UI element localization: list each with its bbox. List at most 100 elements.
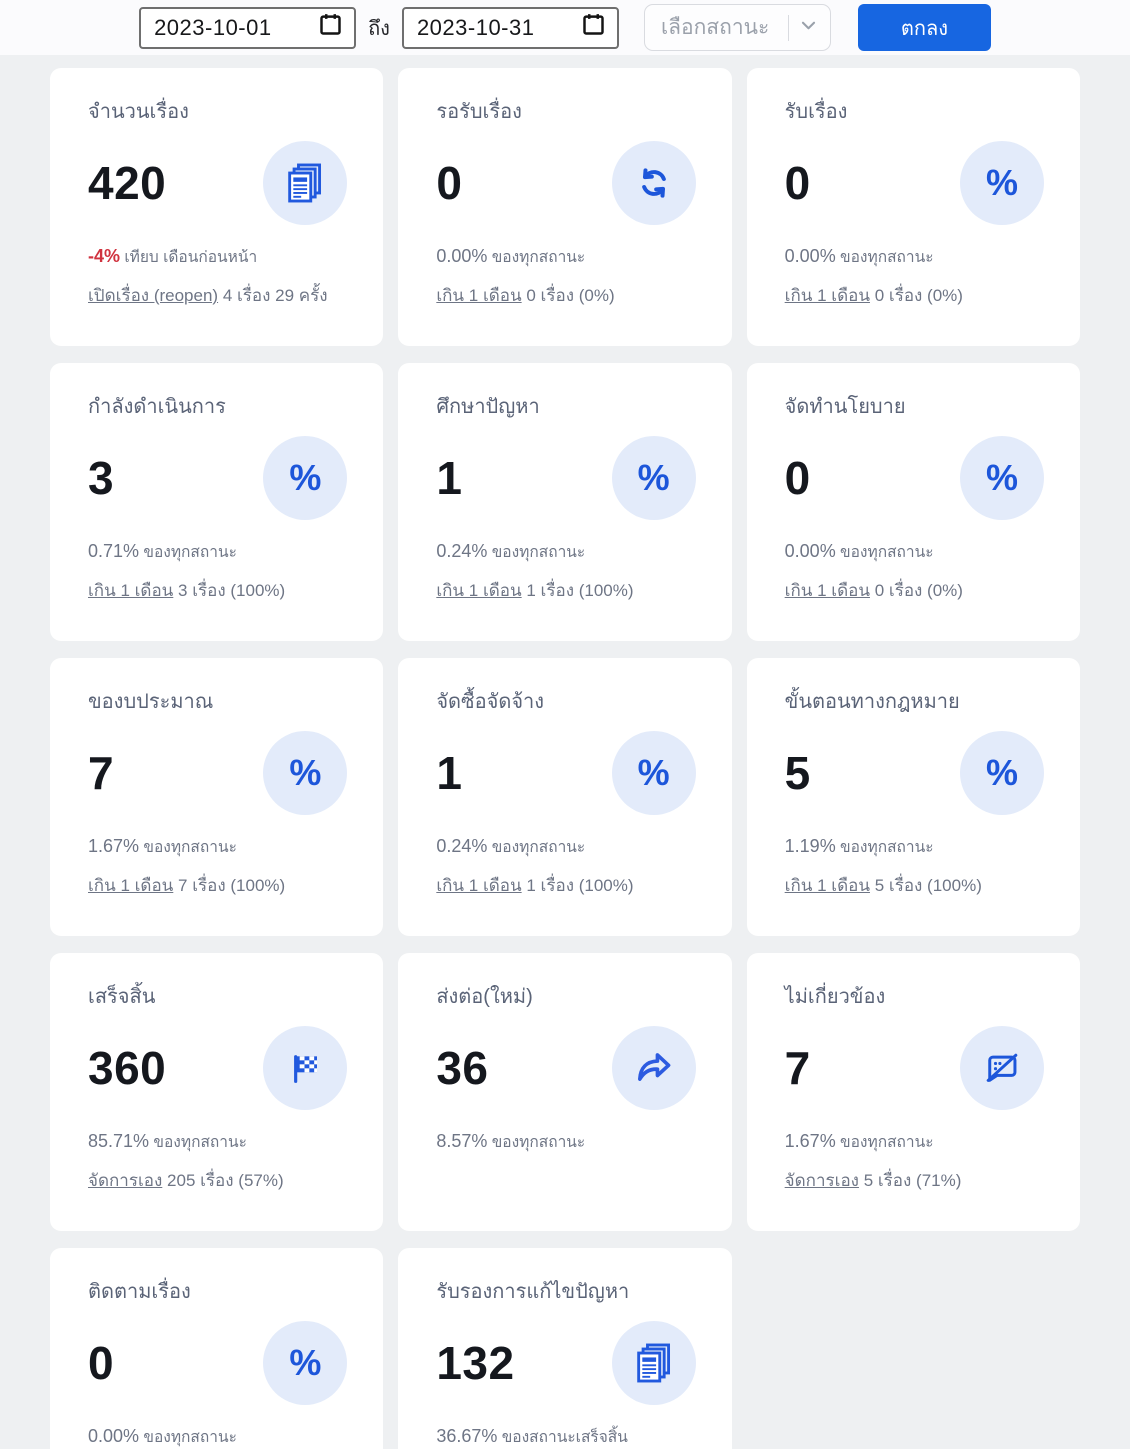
- percent-icon: %: [289, 457, 322, 498]
- card-stat-line: 8.57% ของทุกสถานะ: [436, 1129, 695, 1154]
- stat-card: ศึกษาปัญหา 1 % 0.24% ของทุกสถานะ เกิน 1 …: [398, 363, 732, 641]
- card-main-row: 5 %: [785, 727, 1044, 819]
- card-stat-line: 0.00% ของทุกสถานะ: [436, 244, 695, 269]
- card-title: กำลังดำเนินการ: [88, 396, 226, 418]
- card-link[interactable]: เกิน 1 เดือน: [436, 286, 522, 305]
- flag-icon: [285, 1048, 325, 1088]
- card-main-row: 0 %: [88, 1317, 348, 1409]
- card-title: ส่งต่อ(ใหม่): [436, 986, 533, 1008]
- select-divider: [787, 14, 789, 41]
- card-title: รอรับเรื่อง: [436, 101, 522, 123]
- card-main-row: 7 %: [88, 727, 348, 819]
- card-stat-text: ของทุกสถานะ: [143, 839, 237, 856]
- card-link[interactable]: เกิน 1 เดือน: [88, 876, 174, 895]
- card-link-rest: 5 เรื่อง (100%): [874, 876, 982, 895]
- card-value: 0: [88, 1337, 115, 1389]
- stat-card: จัดซื้อจัดจ้าง 1 % 0.24% ของทุกสถานะ เกิ…: [398, 658, 732, 936]
- card-value: 3: [88, 452, 115, 504]
- card-icon-circle: %: [611, 436, 696, 520]
- card-stat-value: 0.71%: [88, 541, 140, 561]
- card-link[interactable]: จัดการเอง: [88, 1171, 163, 1190]
- card-link-line: เกิน 1 เดือน 7 เรื่อง (100%): [88, 872, 347, 899]
- card-value: 420: [88, 157, 167, 209]
- card-stat-line: 1.67% ของทุกสถานะ: [88, 834, 347, 859]
- card-stat-text: ของทุกสถานะ: [143, 544, 237, 561]
- documents-icon: [282, 160, 328, 206]
- card-stat-line: 0.00% ของทุกสถานะ: [785, 539, 1044, 564]
- submit-button[interactable]: ตกลง: [857, 4, 991, 51]
- card-icon-circle: [263, 1026, 348, 1110]
- card-value: 0: [436, 157, 463, 209]
- date-to-input[interactable]: 2023-10-31: [401, 6, 619, 49]
- stat-card: ขั้นตอนทางกฎหมาย 5 % 1.19% ของทุกสถานะ เ…: [746, 658, 1080, 936]
- card-stat-text: ของทุกสถานะ: [840, 249, 934, 266]
- card-main-row: 36: [436, 1022, 696, 1114]
- card-link-rest: 7 เรื่อง (100%): [178, 876, 286, 895]
- card-icon-circle: [263, 141, 348, 225]
- card-stat-text: เทียบ เดือนก่อนหน้า: [124, 249, 258, 266]
- stat-card: เสร็จสิ้น 360 85.71% ของทุกสถานะ จัดการเ…: [50, 953, 384, 1231]
- percent-icon: %: [289, 1342, 322, 1383]
- card-link[interactable]: เกิน 1 เดือน: [784, 286, 870, 305]
- status-select[interactable]: เลือกสถานะ: [643, 4, 831, 51]
- calendar-icon: [317, 11, 344, 44]
- card-stat-value: 0.24%: [436, 836, 488, 856]
- stat-card: รับเรื่อง 0 % 0.00% ของทุกสถานะ เกิน 1 เ…: [746, 68, 1080, 346]
- cards-grid: จำนวนเรื่อง 420 -4% เทียบ เดือนก่อนหน้า …: [0, 55, 1130, 1449]
- date-to-value: 2023-10-31: [416, 14, 535, 40]
- card-link[interactable]: จัดการเอง: [784, 1171, 859, 1190]
- card-stat-value: 8.57%: [436, 1131, 488, 1151]
- card-main-row: 420: [88, 137, 348, 229]
- card-stat-text: ของทุกสถานะ: [491, 249, 586, 266]
- card-stat-line: 0.00% ของทุกสถานะ: [88, 1424, 347, 1449]
- card-icon-circle: %: [263, 436, 348, 520]
- card-stat-value: 1.19%: [784, 836, 836, 856]
- card-stat-text: ของทุกสถานะ: [143, 1429, 237, 1446]
- card-main-row: 1 %: [436, 727, 696, 819]
- card-title: ไม่เกี่ยวข้อง: [784, 986, 886, 1008]
- card-value: 7: [88, 747, 115, 799]
- card-icon-circle: [960, 1026, 1044, 1110]
- card-value: 1: [436, 452, 463, 504]
- stat-card: ของบประมาณ 7 % 1.67% ของทุกสถานะ เกิน 1 …: [50, 658, 384, 936]
- card-icon-circle: %: [263, 731, 348, 815]
- stat-card: รอรับเรื่อง 0 0.00% ของทุกสถานะ เกิน 1 เ…: [398, 68, 732, 346]
- percent-icon: %: [637, 457, 670, 498]
- chat-slash-icon: [981, 1047, 1023, 1089]
- card-stat-text: ของทุกสถานะ: [491, 544, 586, 561]
- card-title: จำนวนเรื่อง: [88, 101, 189, 123]
- card-link-rest: 0 เรื่อง (0%): [874, 286, 963, 305]
- date-range-to-label: ถึง: [368, 17, 390, 40]
- card-value: 1: [436, 747, 463, 799]
- card-link-line: เกิน 1 เดือน 0 เรื่อง (0%): [785, 282, 1044, 309]
- card-link[interactable]: เกิน 1 เดือน: [784, 581, 870, 600]
- card-main-row: 360: [88, 1022, 348, 1114]
- card-link[interactable]: เกิน 1 เดือน: [436, 581, 522, 600]
- card-stat-value: 0.00%: [784, 541, 836, 561]
- card-main-row: 0: [436, 137, 696, 229]
- stat-card: ติดตามเรื่อง 0 % 0.00% ของทุกสถานะ: [50, 1248, 384, 1449]
- card-title: จัดซื้อจัดจ้าง: [436, 691, 545, 713]
- card-stat-value: 36.67%: [436, 1426, 498, 1446]
- card-stat-line: 0.00% ของทุกสถานะ: [785, 244, 1044, 269]
- card-stat-text: ของทุกสถานะ: [840, 839, 934, 856]
- card-link[interactable]: เกิน 1 เดือน: [88, 581, 174, 600]
- card-link-line: เกิน 1 เดือน 0 เรื่อง (0%): [785, 577, 1044, 604]
- card-stat-line: 1.19% ของทุกสถานะ: [785, 834, 1044, 859]
- card-title: จัดทำนโยบาย: [784, 396, 906, 418]
- card-link[interactable]: เกิน 1 เดือน: [436, 876, 522, 895]
- card-icon-circle: [611, 1026, 696, 1110]
- card-link-rest: 0 เรื่อง (0%): [874, 581, 963, 600]
- calendar-icon: [580, 11, 607, 44]
- card-value: 36: [436, 1042, 489, 1094]
- percent-icon: %: [637, 752, 670, 793]
- card-title: รับเรื่อง: [784, 101, 848, 123]
- date-from-input[interactable]: 2023-10-01: [139, 6, 357, 49]
- card-link-rest: 0 เรื่อง (0%): [526, 286, 615, 305]
- card-title: ศึกษาปัญหา: [436, 396, 540, 418]
- card-icon-circle: %: [611, 731, 696, 815]
- card-link-line: จัดการเอง 205 เรื่อง (57%): [88, 1167, 347, 1194]
- card-link[interactable]: เกิน 1 เดือน: [784, 876, 870, 895]
- card-link[interactable]: เปิดเรื่อง (reopen): [88, 286, 219, 305]
- card-value: 0: [784, 157, 811, 209]
